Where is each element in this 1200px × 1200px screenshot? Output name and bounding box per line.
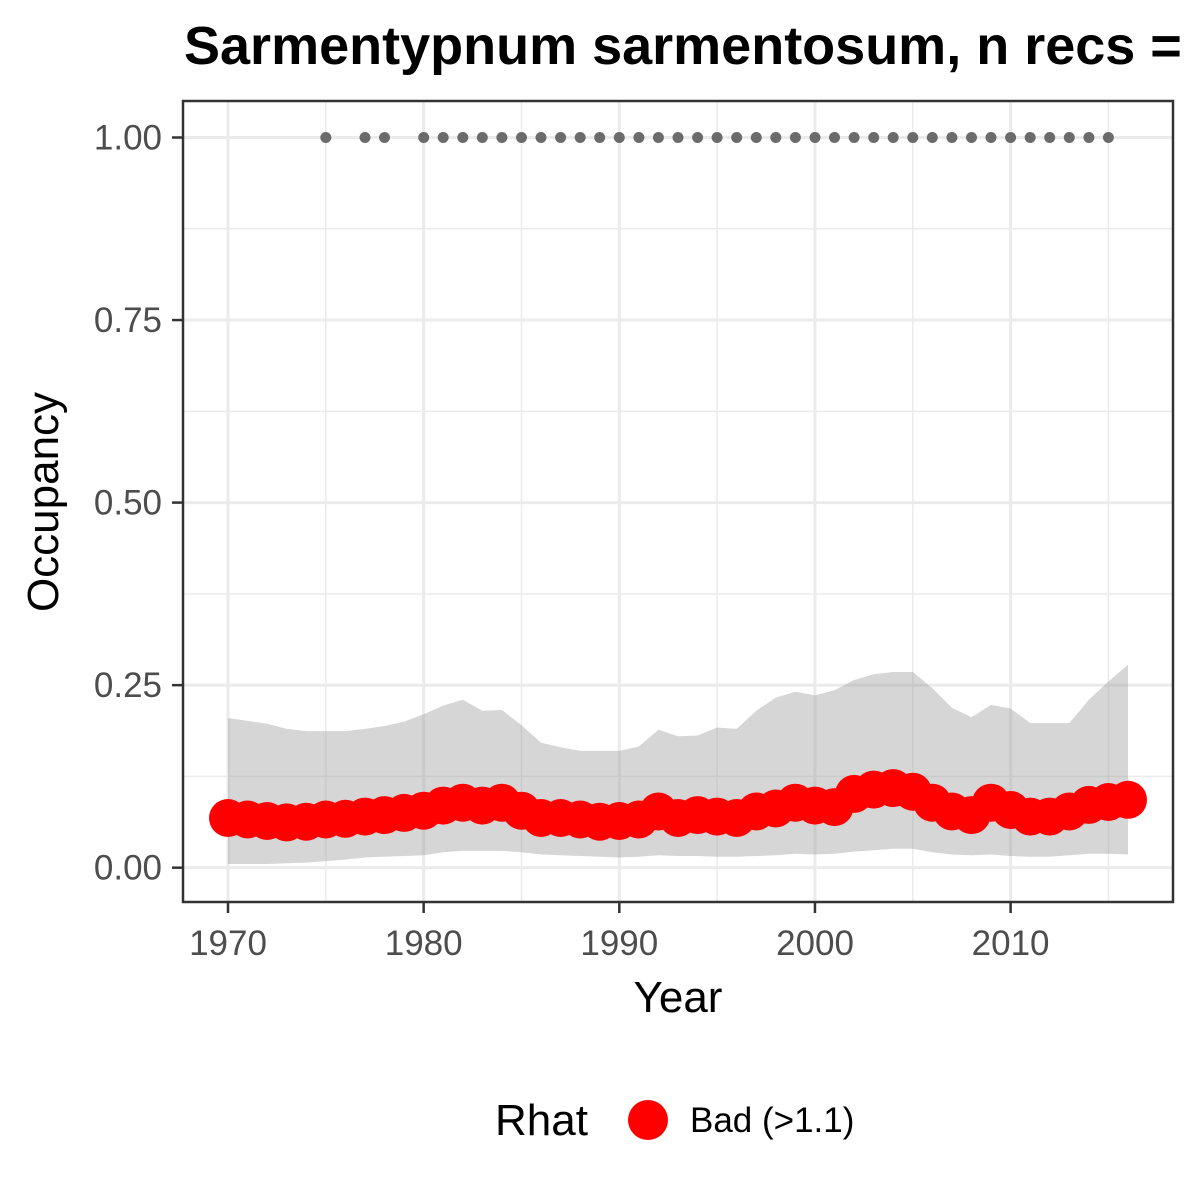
y-tick-label: 0.50 xyxy=(94,484,162,523)
legend-title: Rhat xyxy=(495,1096,588,1145)
x-axis-title: Year xyxy=(634,973,723,1022)
record-year-point xyxy=(1005,132,1017,143)
record-year-point xyxy=(1063,132,1075,143)
record-year-point xyxy=(750,132,762,143)
record-year-point xyxy=(985,132,997,143)
record-year-point xyxy=(692,132,704,143)
record-year-point xyxy=(731,132,743,143)
record-year-point xyxy=(359,132,371,143)
record-year-point xyxy=(496,132,508,143)
record-year-point xyxy=(907,132,919,143)
occupancy-point xyxy=(1109,780,1147,819)
record-year-point xyxy=(437,132,449,143)
record-year-point xyxy=(672,132,684,143)
y-tick-label: 0.00 xyxy=(94,849,162,888)
record-year-point xyxy=(652,132,664,143)
record-year-point xyxy=(457,132,469,143)
record-year-point xyxy=(633,132,645,143)
grid-lines xyxy=(183,101,1173,902)
record-year-point xyxy=(379,132,390,143)
record-year-point xyxy=(770,132,782,143)
data-layer xyxy=(209,132,1147,864)
record-year-point xyxy=(516,132,527,143)
y-tick-label: 0.25 xyxy=(94,666,162,705)
record-year-point xyxy=(476,132,488,143)
record-year-point xyxy=(809,132,821,143)
record-year-point xyxy=(613,132,625,143)
y-axis-title: Occupancy xyxy=(19,392,68,612)
record-year-point xyxy=(946,132,958,143)
y-tick-label: 1.00 xyxy=(94,119,162,158)
record-year-point xyxy=(848,132,860,143)
record-year-point xyxy=(418,132,430,143)
x-tick-label: 2000 xyxy=(776,924,854,963)
record-year-point xyxy=(555,132,567,143)
legend-key-bad xyxy=(628,1100,668,1140)
x-tick-label: 2010 xyxy=(972,924,1050,963)
record-year-point xyxy=(535,132,547,143)
x-tick-label: 1970 xyxy=(189,924,267,963)
record-year-point xyxy=(829,132,840,143)
record-year-point xyxy=(594,132,606,143)
record-year-point xyxy=(1044,132,1056,143)
legend: Rhat Bad (>1.1) xyxy=(495,1096,854,1145)
record-year-point xyxy=(1102,132,1114,143)
record-year-point xyxy=(966,132,977,143)
record-year-point xyxy=(1083,132,1095,143)
record-year-point xyxy=(789,132,801,143)
x-tick-label: 1990 xyxy=(580,924,658,963)
record-year-point xyxy=(887,132,899,143)
record-year-point xyxy=(1024,132,1036,143)
record-year-point xyxy=(868,132,880,143)
record-year-point xyxy=(711,132,723,143)
record-year-point xyxy=(320,132,332,143)
chart-title: Sarmentypnum sarmentosum, n recs = xyxy=(184,16,1182,76)
legend-label-bad: Bad (>1.1) xyxy=(690,1101,854,1140)
y-tick-label: 0.75 xyxy=(94,301,162,340)
axes: 0.00 0.25 0.50 0.75 1.00 1970 1980 1990 2000 2010 xyxy=(94,119,1050,964)
record-year-point xyxy=(574,132,586,143)
record-year-point xyxy=(926,132,938,143)
x-tick-label: 1980 xyxy=(385,924,463,963)
